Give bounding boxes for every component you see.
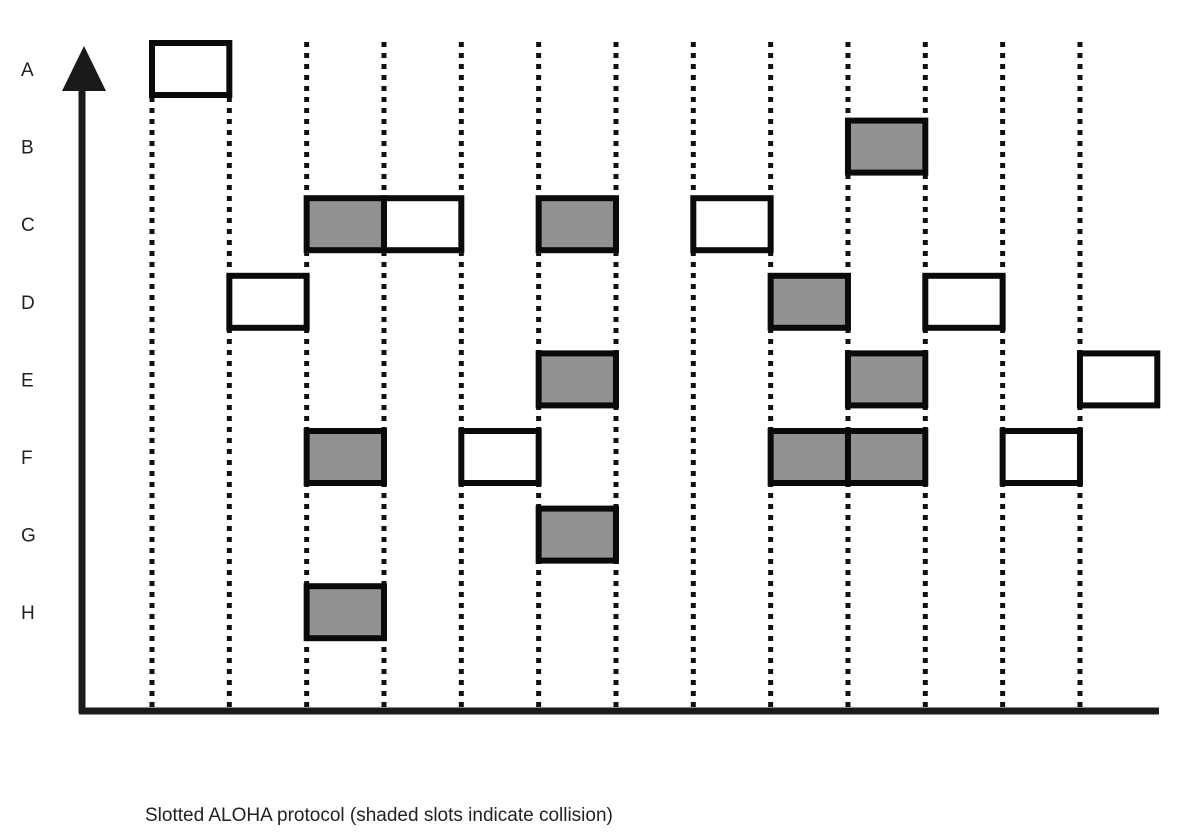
collision-frame (535, 195, 619, 254)
successful-frame (690, 195, 774, 254)
successful-frame (226, 272, 310, 331)
station-label-e: E (21, 370, 34, 391)
station-label-h: H (21, 603, 35, 624)
collision-frame (767, 272, 851, 331)
collision-frame (535, 350, 619, 409)
successful-frame (149, 40, 233, 98)
axis-arrowhead-icon (62, 46, 106, 91)
successful-frame (1076, 350, 1161, 409)
station-label-f: F (21, 448, 33, 469)
station-label-d: D (21, 293, 35, 314)
station-labels: A B C D E F G H (21, 60, 36, 624)
collision-frame (303, 195, 387, 254)
successful-frame (922, 272, 1006, 331)
successful-frame (458, 428, 542, 486)
collision-frame (535, 505, 619, 564)
successful-frame (380, 195, 465, 254)
transmission-frames (149, 40, 1161, 642)
collision-frame (844, 428, 929, 486)
figure-caption: Slotted ALOHA protocol (shaded slots ind… (145, 805, 613, 826)
collision-frame (303, 583, 387, 642)
successful-frame (999, 428, 1083, 486)
axes (62, 46, 1159, 715)
station-label-a: A (21, 60, 34, 81)
collision-frame (844, 350, 929, 409)
collision-frame (767, 428, 851, 486)
collision-frame (303, 428, 387, 486)
station-label-c: C (21, 215, 35, 236)
station-label-g: G (21, 526, 36, 547)
collision-frame (844, 117, 929, 176)
station-label-b: B (21, 138, 34, 159)
